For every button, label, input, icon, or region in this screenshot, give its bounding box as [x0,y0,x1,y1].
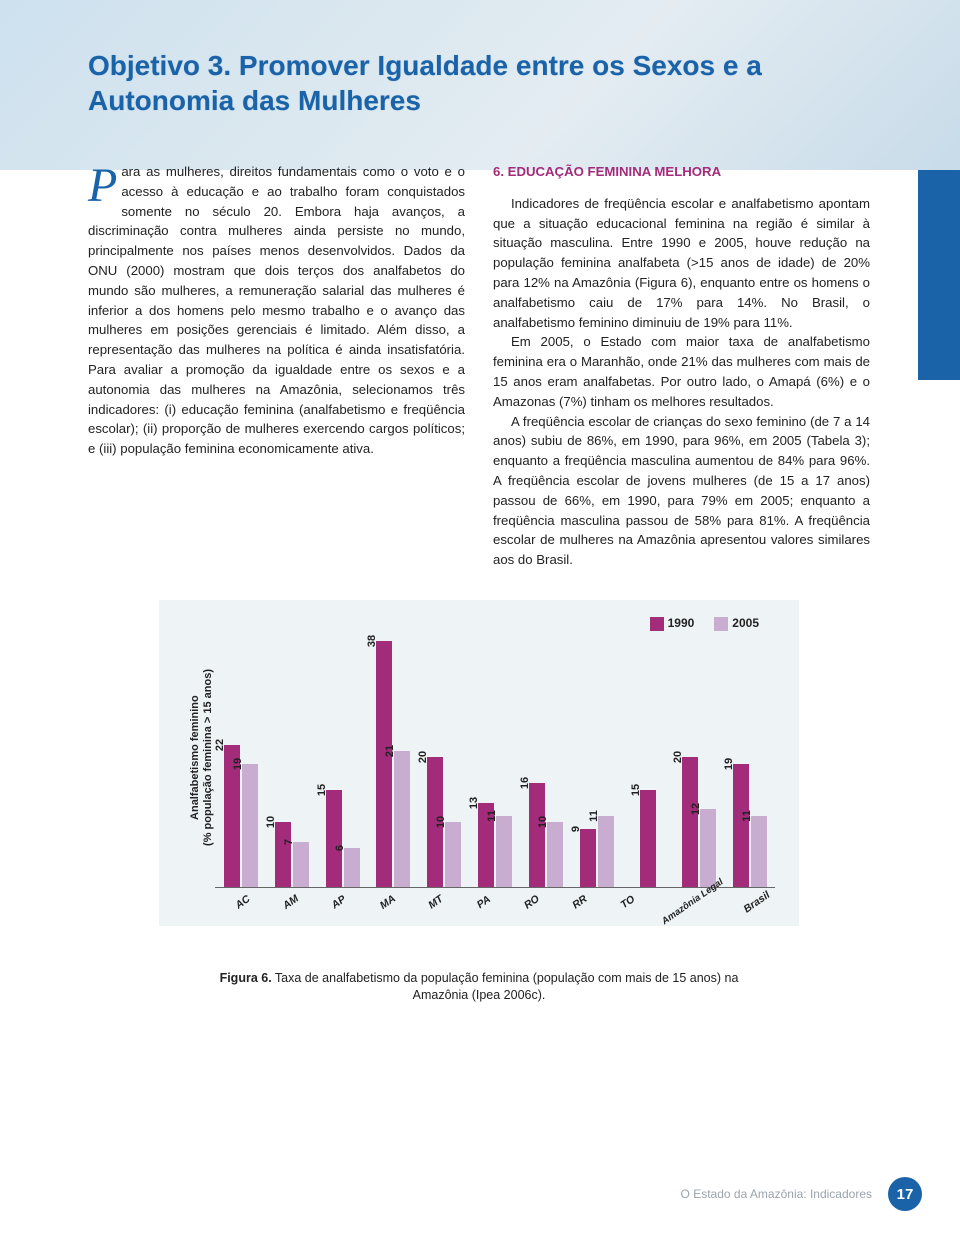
chart-card: 1990 2005 Analfabetismo feminino (% popu… [159,600,799,926]
bar: 15 [326,790,342,887]
bar: 10 [445,822,461,887]
bar: 38 [376,641,392,887]
bar-value-label: 10 [537,816,551,828]
bar-value-label: 12 [690,803,704,815]
page-footer: O Estado da Amazônia: Indicadores 17 [681,1177,922,1211]
bar-value-label: 9 [570,826,584,832]
page-number-badge: 17 [888,1177,922,1211]
bar: 11 [751,816,767,887]
paragraph-2: Indicadores de freqüência escolar e anal… [493,194,870,333]
chart-body: Analfabetismo feminino (% população femi… [183,628,775,888]
bar: 7 [293,842,309,887]
bar-value-label: 20 [672,751,686,763]
bar: 11 [496,816,512,887]
bar: 11 [598,816,614,887]
figure-caption: Figura 6. Taxa de analfabetismo da popul… [199,970,759,1004]
bar-group: 2219 [219,628,262,887]
bar: 16 [529,783,545,887]
caption-text: Taxa de analfabetismo da população femin… [272,971,739,1002]
bar-value-label: 15 [630,784,644,796]
paragraph-3: Em 2005, o Estado com maior taxa de anal… [493,332,870,411]
paragraph-1-text: ara as mulheres, direitos fundamentais c… [88,164,465,456]
bar-value-label: 21 [384,745,398,757]
chart-plot: 221910715638212010131116109111520121911 [215,628,775,888]
page-title: Objetivo 3. Promover Igualdade entre os … [88,48,870,118]
bar-group: 3821 [372,628,415,887]
bar: 10 [547,822,563,887]
bar: 6 [344,848,360,887]
page-content: Objetivo 3. Promover Igualdade entre os … [0,0,960,1044]
bar-group: 1911 [728,628,771,887]
bar-value-label: 22 [214,738,228,750]
bar: 21 [394,751,410,887]
bar-value-label: 11 [588,810,602,822]
bar-value-label: 7 [283,839,297,845]
paragraph-1: Para as mulheres, direitos fundamentais … [88,162,465,459]
bar-value-label: 15 [316,784,330,796]
bar: 19 [733,764,749,887]
bar-group: 1311 [474,628,517,887]
bar-value-label: 16 [519,777,533,789]
bar: 15 [640,790,656,887]
dropcap: P [88,162,121,207]
bar-value-label: 11 [741,810,755,822]
body-columns: Para as mulheres, direitos fundamentais … [88,162,870,570]
bar-value-label: 13 [468,797,482,809]
bar-group: 15 [626,628,669,887]
bar-value-label: 19 [232,758,246,770]
footer-text: O Estado da Amazônia: Indicadores [681,1187,872,1201]
caption-bold: Figura 6. [220,971,272,985]
x-axis: ACAMAPMAMTPARORRTOAmazônia LegalBrasil [213,888,775,910]
bar-group: 107 [270,628,313,887]
bar-group: 1610 [525,628,568,887]
bar-value-label: 10 [265,816,279,828]
section-heading: 6. EDUCAÇÃO FEMININA MELHORA [493,162,870,182]
bar: 20 [682,757,698,887]
bar-group: 911 [576,628,619,887]
bar-value-label: 11 [486,810,500,822]
y-axis-label: Analfabetismo feminino (% população femi… [183,669,215,846]
bar-value-label: 6 [334,845,348,851]
bar-group: 2012 [677,628,720,887]
paragraph-4: A freqüência escolar de crianças do sexo… [493,412,870,570]
bar-group: 156 [321,628,364,887]
bar-value-label: 20 [417,751,431,763]
bar-group: 2010 [423,628,466,887]
bar-value-label: 38 [366,635,380,647]
bar-value-label: 19 [723,758,737,770]
bar: 10 [275,822,291,887]
bar-value-label: 10 [435,816,449,828]
bar: 9 [580,829,596,887]
bar: 19 [242,764,258,887]
